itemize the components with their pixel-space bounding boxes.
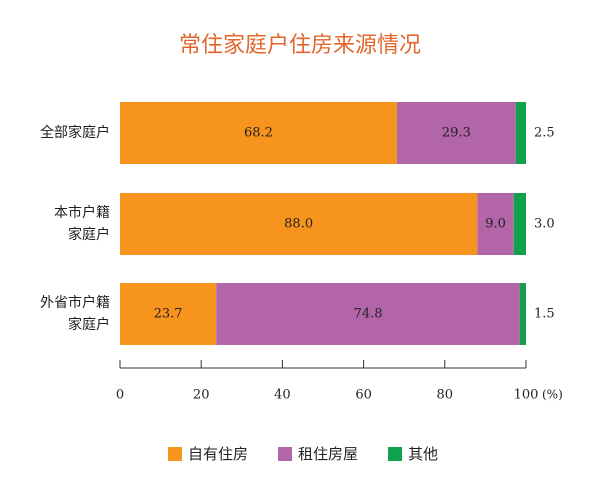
data-label: 74.8 [354, 307, 383, 322]
y-tick-label: 全部家庭户 [40, 125, 110, 141]
legend-swatch [388, 447, 403, 461]
y-tick-label: 本市户籍 家庭户 [54, 205, 110, 243]
bar-segment [513, 193, 526, 255]
legend-swatch [278, 447, 293, 461]
x-axis-label: (%) [542, 388, 563, 402]
bar-segment [120, 193, 478, 255]
bar-segment [120, 102, 397, 164]
bar-segment [396, 102, 516, 164]
x-tick-label: 80 [437, 388, 454, 403]
bar-segment [519, 283, 526, 345]
bar-segment [515, 102, 526, 164]
bar-segment [120, 283, 217, 345]
data-label: 68.2 [244, 126, 273, 141]
legend-label: 租住房屋 [298, 445, 358, 463]
x-tick-label: 40 [274, 388, 291, 403]
data-label: 2.5 [534, 126, 555, 141]
bar-segment [477, 193, 514, 255]
data-label: 88.0 [284, 217, 313, 232]
data-label: 3.0 [534, 217, 555, 232]
legend-label: 其他 [408, 445, 438, 463]
data-label: 29.3 [442, 126, 471, 141]
legend-label: 自有住房 [188, 445, 248, 463]
data-label: 9.0 [485, 217, 506, 232]
bar-segment [216, 283, 520, 345]
x-tick-label: 20 [193, 388, 210, 403]
y-tick-label: 外省市户籍 家庭户 [40, 295, 110, 333]
legend-swatch [168, 447, 182, 461]
x-tick-label: 60 [355, 388, 372, 403]
data-label: 1.5 [534, 307, 555, 322]
x-tick-label: 100 [514, 388, 539, 403]
chart-title: 常住家庭户住房来源情况 [179, 33, 421, 58]
x-tick-label: 0 [116, 388, 124, 403]
data-label: 23.7 [154, 307, 183, 322]
